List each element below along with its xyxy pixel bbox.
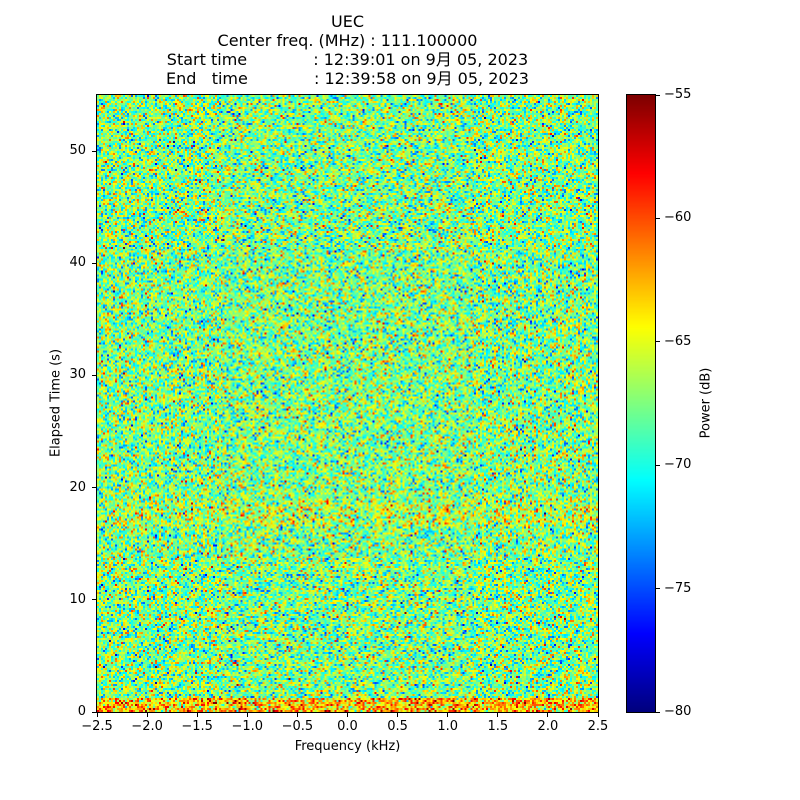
y-axis-label: Elapsed Time (s) [48,348,64,458]
colorbar-tick [656,94,660,96]
colorbar-tick-label: −75 [664,580,692,596]
y-tick [92,150,96,152]
colorbar-tick-label: −80 [664,704,692,719]
y-tick-label: 10 [69,591,86,607]
y-tick-label: 40 [69,255,86,271]
x-axis-label: Frequency (kHz) [294,739,401,754]
end-time-line: End time : 12:39:58 on 9月 05, 2023 [166,69,529,88]
x-tick [397,713,399,717]
x-tick-label: −1.5 [181,719,213,734]
y-tick [92,487,96,489]
x-tick [347,713,348,717]
start-time-line: Start time : 12:39:01 on 9月 05, 2023 [166,50,529,69]
colorbar-tick-label: −65 [664,333,692,349]
x-tick-label: 2.5 [587,719,609,734]
y-tick [92,599,96,601]
x-tick [447,713,449,717]
x-tick [597,713,599,717]
y-tick-label: 20 [69,479,86,495]
colorbar-tick [656,217,660,219]
x-tick-label: −1.0 [231,719,264,734]
y-tick [92,711,96,713]
x-tick-label: −2.5 [81,719,113,734]
colorbar-tick-label: −60 [664,210,692,226]
colorbar-tick-label: −70 [664,457,692,473]
colorbar-label: Power (dB) [698,367,714,439]
y-tick-label: 50 [69,143,86,159]
x-tick-label: 1.5 [487,719,509,734]
x-tick-label: 0.5 [387,719,408,734]
colorbar-tick [656,588,660,590]
x-tick [497,713,499,717]
x-tick-label: −0.5 [281,719,314,734]
chart-header: UEC Center freq. (MHz) : 111.100000 Star… [97,12,598,88]
colorbar-gradient [627,95,655,712]
x-tick-label: 0.0 [337,719,358,734]
x-tick [246,713,248,717]
x-tick [296,713,298,717]
chart-title: UEC [331,12,364,31]
y-tick-label: 0 [77,704,86,719]
x-tick [547,713,549,717]
x-tick [146,713,148,717]
colorbar-tick [656,341,660,343]
colorbar-tick-label: −55 [664,87,692,102]
colorbar-tick [656,711,660,713]
x-tick [196,713,198,717]
center-freq-line: Center freq. (MHz) : 111.100000 [217,31,478,50]
x-tick-label: 2.0 [537,719,559,734]
y-tick [92,374,96,376]
y-tick [92,262,96,264]
colorbar-tick [656,464,660,466]
x-tick-label: −2.0 [131,719,163,734]
x-tick-label: 1.0 [437,719,459,734]
y-tick-label: 30 [69,367,86,383]
x-tick [96,713,98,717]
spectrogram-heatmap [97,95,598,712]
